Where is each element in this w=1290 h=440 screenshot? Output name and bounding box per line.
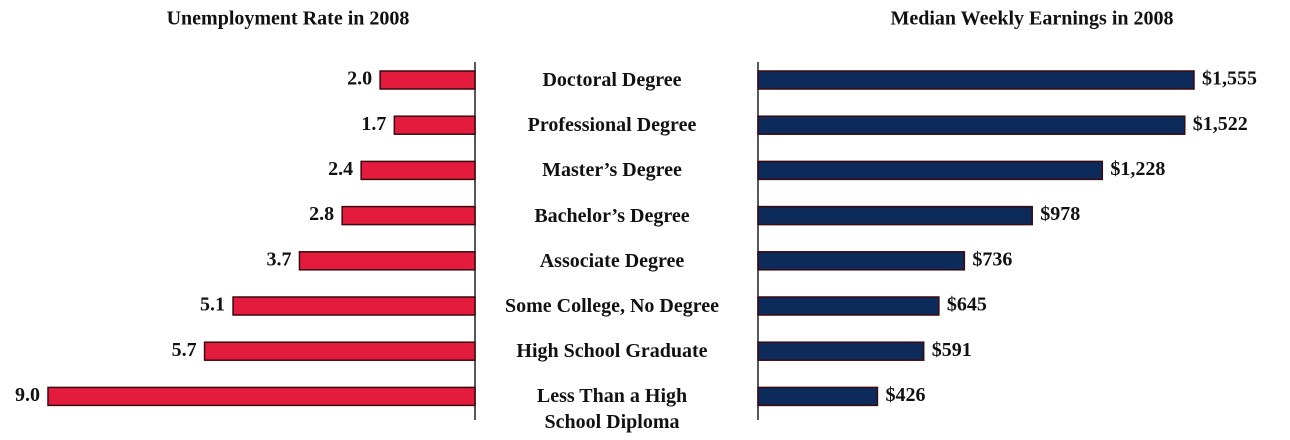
- value-label: $978: [1040, 203, 1080, 225]
- bar: [379, 70, 476, 90]
- value-label: 3.7: [266, 248, 291, 270]
- category-label: Professional Degree: [527, 114, 697, 137]
- value-label: 2.0: [347, 68, 372, 90]
- value-label: 2.4: [328, 158, 353, 180]
- value-label: 2.8: [309, 203, 334, 225]
- value-label: $736: [972, 248, 1012, 270]
- category-label: Less Than a High School Diploma: [536, 385, 688, 434]
- bar: [757, 115, 1186, 135]
- bar: [298, 251, 476, 271]
- bar: [757, 205, 1033, 226]
- bar: [757, 70, 1195, 90]
- value-label: $1,522: [1193, 113, 1248, 135]
- bar: [757, 386, 879, 407]
- bar: [757, 296, 940, 316]
- bar: [757, 251, 966, 271]
- value-label: 5.7: [172, 339, 197, 361]
- category-label: High School Graduate: [516, 340, 708, 363]
- value-label: $1,228: [1110, 158, 1165, 180]
- value-label: 9.0: [15, 384, 40, 406]
- bar: [232, 296, 476, 316]
- bar: [203, 341, 476, 361]
- category-label: Doctoral Degree: [542, 69, 682, 91]
- category-label: Master’s Degree: [542, 159, 682, 182]
- bar: [757, 341, 925, 361]
- bar: [757, 160, 1104, 181]
- bar: [393, 115, 476, 135]
- left-title: Unemployment Rate in 2008: [167, 8, 410, 30]
- value-label: $645: [947, 294, 987, 316]
- value-label: 1.7: [361, 113, 386, 135]
- value-label: 5.1: [200, 294, 225, 316]
- category-label: Bachelor’s Degree: [534, 204, 690, 227]
- bar: [360, 160, 476, 181]
- bar: [341, 205, 476, 226]
- value-label: $1,555: [1202, 68, 1257, 90]
- value-label: $591: [932, 339, 972, 361]
- bar: [47, 386, 476, 407]
- value-label: $426: [885, 384, 925, 406]
- category-label: Some College, No Degree: [504, 295, 720, 317]
- right-title: Median Weekly Earnings in 2008: [890, 8, 1173, 30]
- category-label: Associate Degree: [539, 249, 685, 272]
